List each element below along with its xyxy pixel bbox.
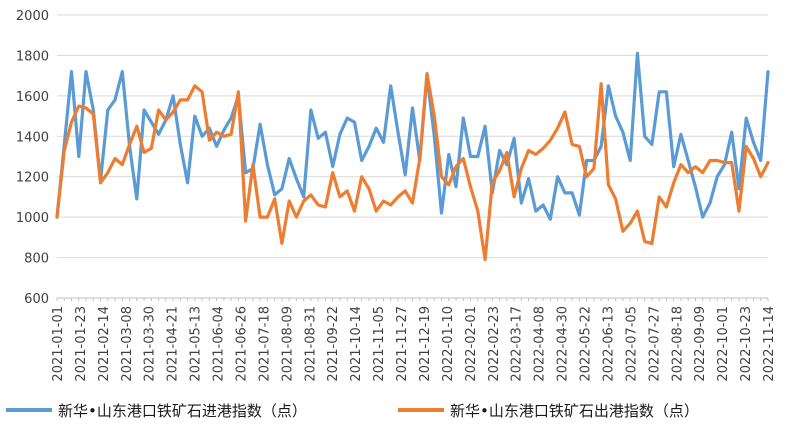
x-tick-label: 2021-08-09 (280, 306, 295, 382)
x-tick-label: 2022-06-13 (601, 306, 616, 382)
series-line-inbound (55, 51, 770, 221)
y-tick-label: 1000 (16, 211, 49, 226)
x-tick-label: 2021-03-08 (120, 306, 135, 382)
y-tick-label: 1800 (16, 49, 49, 64)
x-tick-labels: 2021-01-01 2021-01-23 2021-02-14 2021-03-08… (51, 306, 777, 382)
x-tick-label: 2022-03-17 (510, 306, 525, 382)
y-tick-label: 1400 (16, 130, 49, 145)
x-tick-label: 2022-09-09 (693, 306, 708, 382)
x-tick-label: 2021-11-27 (395, 306, 410, 382)
x-tick-label: 2021-11-05 (372, 306, 387, 382)
x-tick-label: 2022-10-01 (716, 306, 731, 382)
grid-lines (57, 14, 768, 299)
x-tick-label: 2021-12-19 (418, 306, 433, 382)
y-tick-label: 600 (24, 292, 49, 307)
x-tick-label: 2022-02-23 (487, 306, 502, 382)
x-tick-label: 2022-01-10 (441, 306, 456, 382)
y-tick-label: 1600 (16, 90, 49, 105)
x-tick-label: 2022-11-14 (762, 306, 777, 382)
axes (56, 297, 769, 301)
x-tick-label: 2021-01-23 (74, 306, 89, 382)
y-tick-labels: 600 800 1000 1200 1400 1600 1800 2000 (16, 9, 49, 307)
x-tick-label: 2021-02-14 (97, 306, 112, 382)
x-tick-label: 2021-06-26 (234, 306, 249, 382)
x-tick-label: 2022-05-22 (579, 306, 594, 382)
x-tick-label: 2021-09-22 (326, 306, 341, 382)
x-tick-label: 2021-08-31 (303, 306, 318, 382)
x-tick-label: 2022-07-05 (624, 306, 639, 382)
x-tick-label: 2021-04-21 (166, 306, 181, 382)
y-tick-label: 800 (24, 252, 49, 267)
x-tick-label: 2021-05-13 (189, 306, 204, 382)
legend-label: 新华•山东港口铁矿石出港指数（点） (450, 402, 699, 420)
legend-label: 新华•山东港口铁矿石进港指数（点） (58, 402, 307, 420)
x-tick-label: 2022-10-23 (739, 306, 754, 382)
x-tick-label: 2022-08-18 (670, 306, 685, 382)
x-tick-label: 2021-03-30 (143, 306, 158, 382)
x-tick-label: 2021-01-01 (51, 306, 66, 382)
x-tick-label: 2021-10-14 (349, 306, 364, 382)
x-tick-label: 2021-07-18 (257, 306, 272, 382)
x-tick-label: 2022-04-30 (556, 306, 571, 382)
series-line-outbound (55, 71, 770, 262)
x-tick-label: 2021-06-04 (212, 306, 227, 382)
series-lines (55, 51, 770, 262)
legend: 新华•山东港口铁矿石进港指数（点） 新华•山东港口铁矿石出港指数（点） (6, 402, 699, 420)
x-tick-label: 2022-04-08 (533, 306, 548, 382)
x-tick-label: 2022-02-01 (464, 306, 479, 382)
y-tick-label: 1200 (16, 171, 49, 186)
x-tick-label: 2022-07-27 (647, 306, 662, 382)
y-tick-label: 2000 (16, 9, 49, 24)
